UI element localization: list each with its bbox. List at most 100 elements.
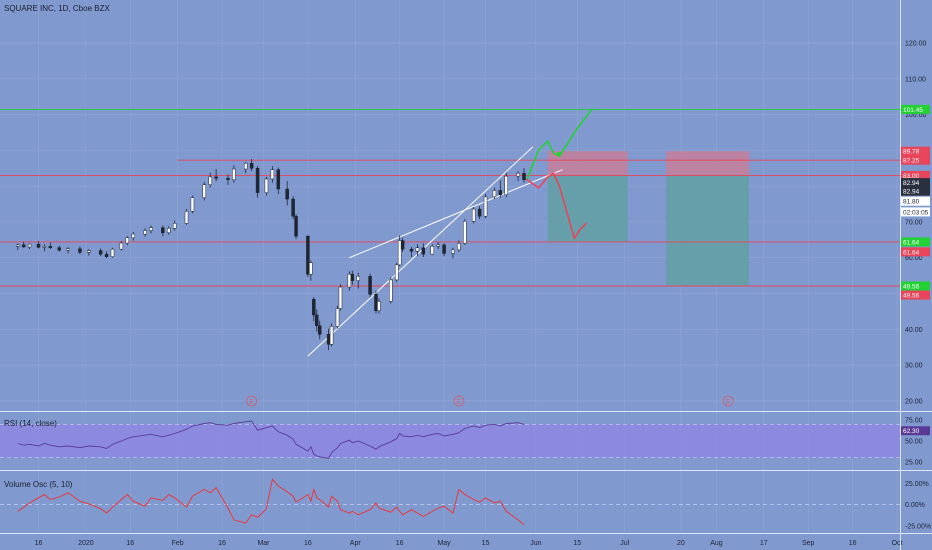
x-tick-label: 16	[849, 540, 857, 547]
x-tick-label: Jun	[530, 540, 541, 547]
candle-down	[294, 215, 298, 237]
rsi-panel[interactable]	[0, 420, 900, 460]
y-tick-label: 40.00	[905, 327, 923, 334]
take-profit-zone	[666, 175, 750, 286]
vol-tick-label: 25.00%	[905, 481, 929, 488]
candle-down	[276, 169, 281, 190]
price-label-box	[901, 178, 930, 188]
candle-up	[329, 326, 334, 345]
volume-osc-title: Volume Osc (5, 10)	[4, 480, 73, 489]
rsi-title: RSI (14, close)	[4, 419, 57, 428]
candle-up	[338, 286, 343, 309]
candle-up	[516, 173, 520, 177]
candle-up	[309, 262, 313, 275]
earnings-marker-label: E	[249, 398, 254, 405]
candle-up	[356, 276, 360, 281]
price-label-box	[901, 196, 930, 206]
candle-up	[394, 264, 399, 281]
projection-arrow-marker	[556, 152, 563, 158]
candle-up	[492, 190, 497, 198]
price-label-box	[901, 247, 930, 257]
candle-up	[232, 168, 236, 180]
candle-up	[167, 228, 171, 233]
candle-up	[119, 242, 124, 250]
candle-down	[317, 325, 322, 335]
x-tick-label: 16	[396, 540, 404, 547]
x-tick-label: Oct	[892, 540, 903, 547]
candle-down	[315, 314, 319, 326]
candle-up	[149, 227, 153, 231]
candle-down	[104, 253, 109, 257]
price-label-text: 49.56	[903, 283, 920, 290]
candle-down	[374, 293, 378, 311]
candle-up	[42, 246, 47, 248]
x-tick-label: 20	[677, 540, 685, 547]
price-label-text: 61.64	[903, 249, 920, 256]
rsi-value-text: 62.30	[903, 428, 920, 435]
price-label-text: 81.80	[903, 199, 920, 206]
rsi-tick-label: 75.00	[905, 418, 923, 425]
price-label-box	[901, 186, 930, 196]
candle-up	[504, 175, 508, 196]
price-label-box	[901, 237, 930, 247]
price-label-text: 49.56	[903, 292, 920, 299]
price-label-text: 02:03:05	[903, 209, 929, 216]
earnings-marker	[246, 395, 258, 407]
stop-loss-zone	[547, 151, 628, 176]
y-tick-label: 110.00	[905, 76, 926, 83]
candle-up	[110, 248, 115, 257]
x-tick-label: Sep	[802, 540, 815, 547]
volume-osc-line	[17, 478, 525, 526]
price-label-text: 83.00	[903, 173, 920, 180]
candle-down	[306, 236, 310, 275]
candle-up	[451, 249, 455, 254]
chart-title: SQUARE INC, 1D, Cboe BZX	[4, 4, 110, 13]
candle-up	[66, 248, 70, 251]
stop-loss-zone	[666, 151, 750, 176]
candle-down	[226, 178, 230, 180]
rsi-band	[0, 424, 900, 458]
x-tick-label: 16	[35, 540, 43, 547]
candle-up	[457, 243, 461, 251]
x-tick-label: Mar	[257, 540, 270, 547]
candle-up	[483, 196, 488, 217]
price-label-box	[901, 146, 930, 156]
volume-osc-panel[interactable]	[0, 478, 900, 526]
candle-up	[377, 301, 381, 311]
candle-up	[415, 247, 420, 252]
candle-up	[184, 210, 189, 224]
candle-up	[463, 220, 467, 244]
candle-up	[471, 208, 476, 222]
rsi-tick-label: 25.00	[905, 459, 923, 466]
bullish-projection-path	[526, 108, 593, 181]
earnings-marker	[722, 395, 734, 407]
candle-down	[312, 298, 316, 316]
candle-up	[264, 178, 269, 193]
candle-down	[255, 168, 260, 193]
x-tick-label: 16	[218, 540, 226, 547]
price-label-text: 61.64	[903, 239, 920, 246]
candle-up	[27, 243, 32, 248]
price-label-text: 89.78	[903, 149, 920, 156]
candle-down	[48, 246, 53, 248]
y-tick-label: 120.00	[905, 41, 927, 48]
x-tick-label: May	[437, 540, 451, 547]
candle-down	[98, 250, 103, 255]
candle-down	[78, 248, 82, 253]
candle-down	[214, 176, 218, 179]
candle-up	[270, 169, 275, 180]
candle-up	[131, 233, 135, 238]
candle-up	[208, 176, 212, 185]
price-label-box	[901, 281, 930, 291]
x-tick-label: 16	[126, 540, 134, 547]
y-tick-label: 30.00	[905, 363, 923, 370]
candle-down	[249, 163, 254, 169]
candle-down	[161, 227, 165, 233]
candle-down	[350, 273, 355, 281]
candle-down	[409, 248, 414, 252]
earnings-marker	[453, 395, 465, 407]
candle-up	[436, 244, 440, 247]
